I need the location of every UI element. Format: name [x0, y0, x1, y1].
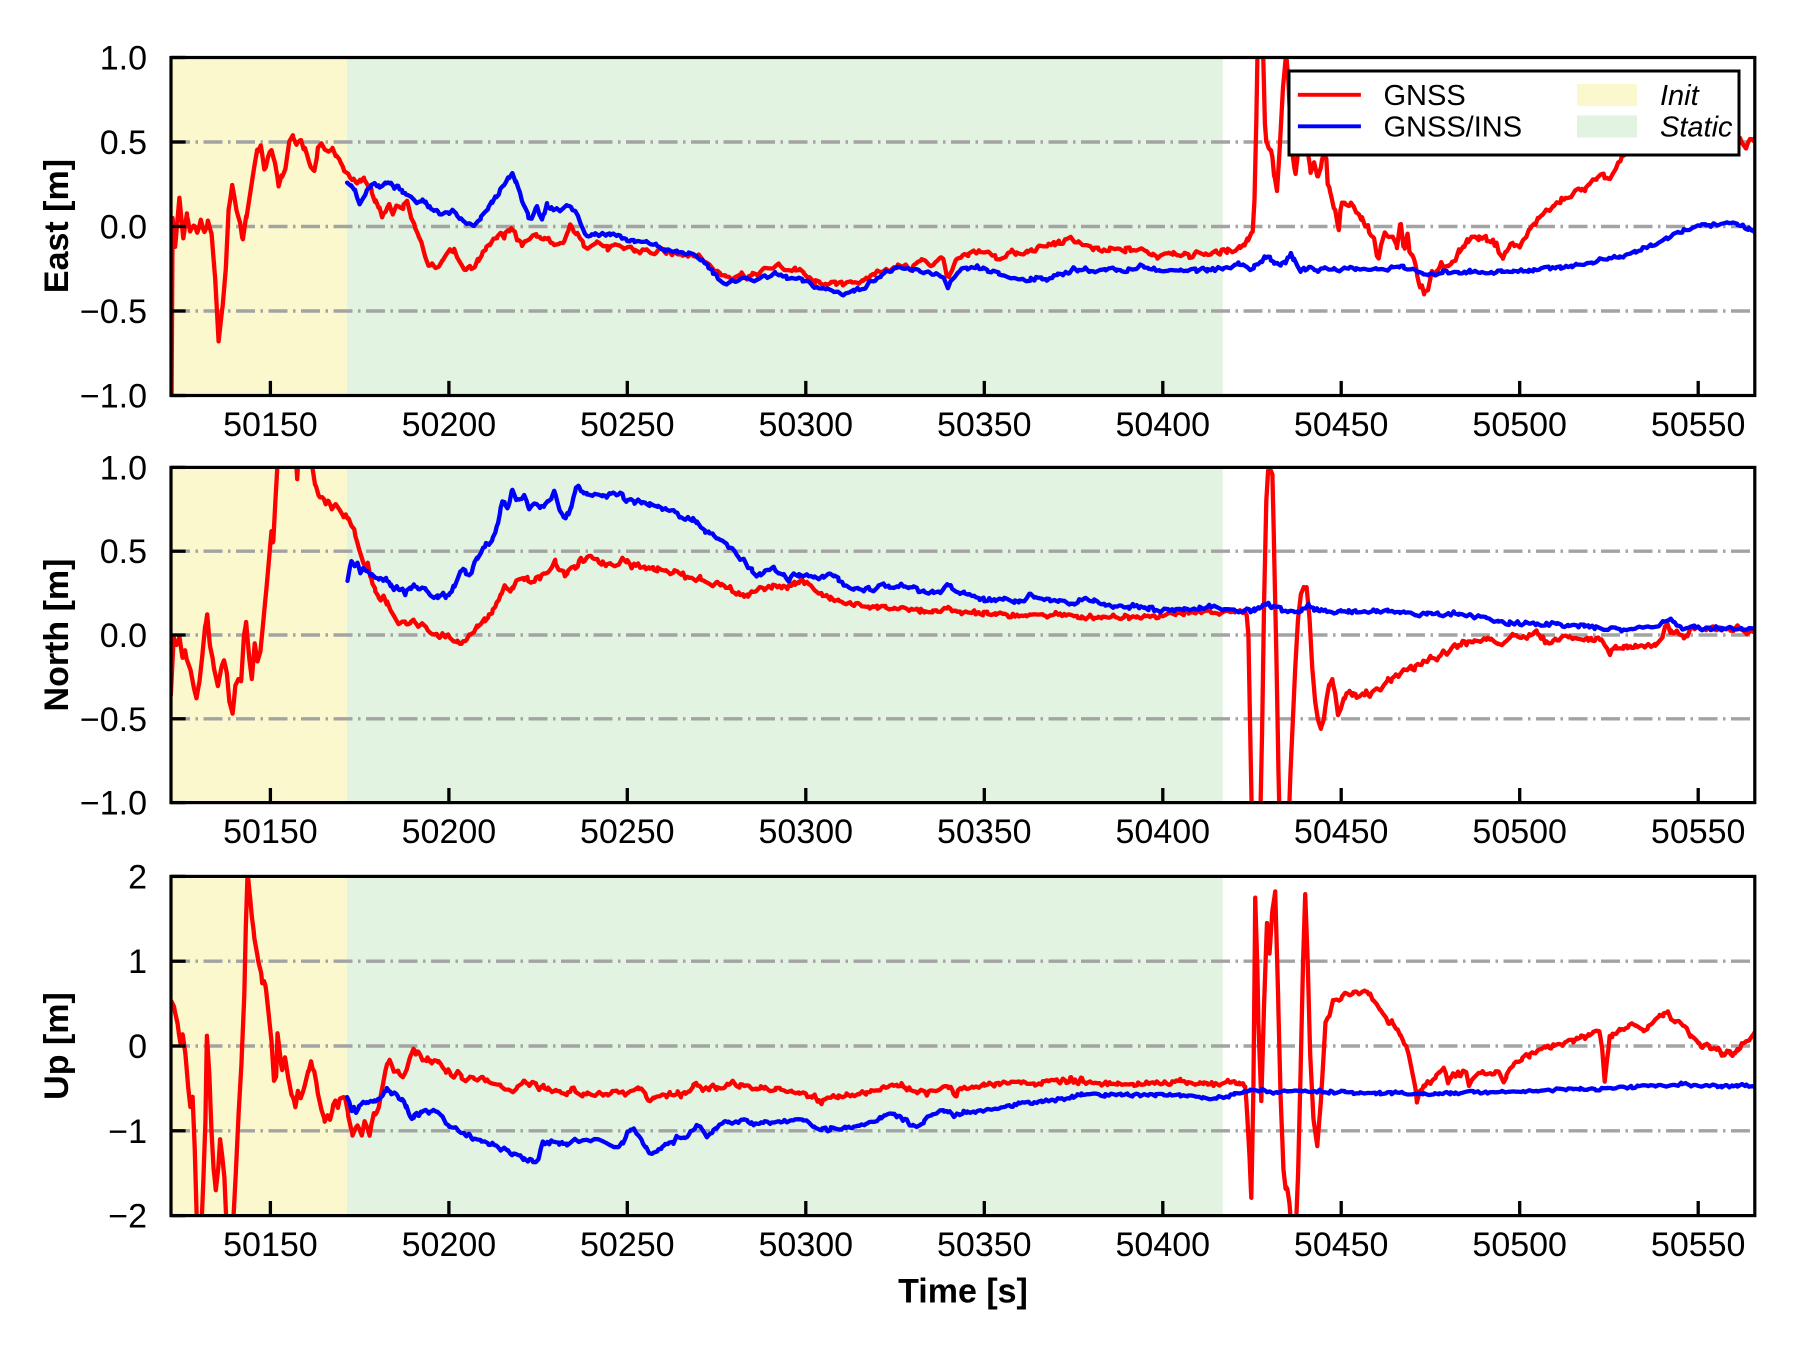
- svg-text:East [m]: East [m]: [38, 159, 76, 293]
- svg-text:0.5: 0.5: [100, 124, 147, 162]
- svg-text:50300: 50300: [759, 813, 854, 851]
- svg-text:0.0: 0.0: [100, 617, 147, 655]
- svg-text:2: 2: [128, 858, 147, 896]
- svg-text:GNSS/INS: GNSS/INS: [1384, 111, 1523, 143]
- svg-text:50200: 50200: [402, 813, 497, 851]
- svg-text:0: 0: [128, 1028, 147, 1066]
- svg-text:50300: 50300: [759, 1226, 854, 1264]
- svg-text:50450: 50450: [1294, 813, 1389, 851]
- svg-text:50500: 50500: [1472, 1226, 1567, 1264]
- svg-text:50500: 50500: [1472, 406, 1567, 444]
- svg-text:50400: 50400: [1116, 406, 1211, 444]
- svg-text:−0.5: −0.5: [80, 293, 147, 331]
- svg-text:1.0: 1.0: [100, 40, 147, 78]
- svg-text:50400: 50400: [1116, 1226, 1211, 1264]
- svg-text:−0.5: −0.5: [80, 701, 147, 739]
- svg-text:50250: 50250: [580, 1226, 675, 1264]
- svg-text:Init: Init: [1660, 80, 1701, 112]
- svg-text:50350: 50350: [937, 813, 1032, 851]
- svg-text:50300: 50300: [759, 406, 854, 444]
- svg-text:1: 1: [128, 943, 147, 981]
- svg-text:50350: 50350: [937, 1226, 1032, 1264]
- svg-text:50200: 50200: [402, 406, 497, 444]
- svg-text:50450: 50450: [1294, 406, 1389, 444]
- svg-text:0.5: 0.5: [100, 533, 147, 571]
- svg-text:1.0: 1.0: [100, 449, 147, 487]
- svg-text:50550: 50550: [1651, 813, 1746, 851]
- svg-text:50550: 50550: [1651, 1226, 1746, 1264]
- svg-text:50150: 50150: [223, 813, 318, 851]
- svg-text:GNSS: GNSS: [1384, 80, 1466, 112]
- svg-text:50150: 50150: [223, 406, 318, 444]
- svg-text:50200: 50200: [402, 1226, 497, 1264]
- svg-text:Up [m]: Up [m]: [38, 992, 76, 1100]
- svg-text:50350: 50350: [937, 406, 1032, 444]
- svg-text:50250: 50250: [580, 813, 675, 851]
- svg-text:Static: Static: [1660, 111, 1733, 143]
- svg-text:−1: −1: [108, 1113, 147, 1151]
- svg-text:50500: 50500: [1472, 813, 1567, 851]
- svg-text:0.0: 0.0: [100, 209, 147, 247]
- svg-text:−2: −2: [108, 1198, 147, 1236]
- svg-text:−1.0: −1.0: [80, 785, 147, 823]
- svg-text:Time [s]: Time [s]: [898, 1273, 1028, 1311]
- svg-text:−1.0: −1.0: [80, 378, 147, 416]
- svg-text:50550: 50550: [1651, 406, 1746, 444]
- svg-text:50250: 50250: [580, 406, 675, 444]
- svg-text:50400: 50400: [1116, 813, 1211, 851]
- svg-text:North [m]: North [m]: [38, 559, 76, 712]
- svg-text:50450: 50450: [1294, 1226, 1389, 1264]
- svg-text:50150: 50150: [223, 1226, 318, 1264]
